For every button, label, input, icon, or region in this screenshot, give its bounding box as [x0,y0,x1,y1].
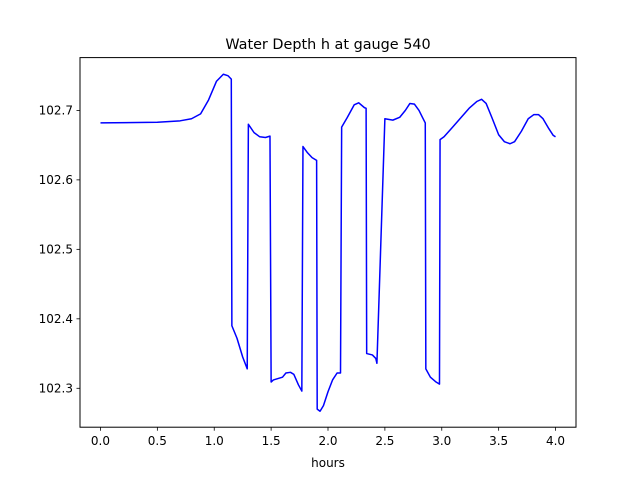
x-axis: 0.0 0.5 1.0 1.5 2.0 2.5 3.0 3.5 4.0 [91,427,565,448]
x-tick-label: 3.5 [489,434,508,448]
y-tick-label: 102.6 [39,173,73,187]
x-tick-label: 2.5 [375,434,394,448]
x-tick-label: 0.5 [148,434,167,448]
x-tick-label: 4.0 [546,434,565,448]
x-axis-label: hours [311,456,345,470]
y-tick-label: 102.5 [39,243,73,257]
x-tick-label: 1.0 [205,434,224,448]
y-tick-label: 102.7 [39,104,73,118]
x-tick-label: 0.0 [91,434,110,448]
x-tick-label: 3.0 [432,434,451,448]
y-axis: 102.3 102.4 102.5 102.6 102.7 [39,104,80,395]
y-tick-label: 102.3 [39,381,73,395]
x-tick-label: 1.5 [262,434,281,448]
x-tick-label: 2.0 [318,434,337,448]
chart-title: Water Depth h at gauge 540 [225,37,430,53]
y-tick-label: 102.4 [39,312,73,326]
series-line-0 [100,73,556,412]
plot-area [100,73,556,412]
